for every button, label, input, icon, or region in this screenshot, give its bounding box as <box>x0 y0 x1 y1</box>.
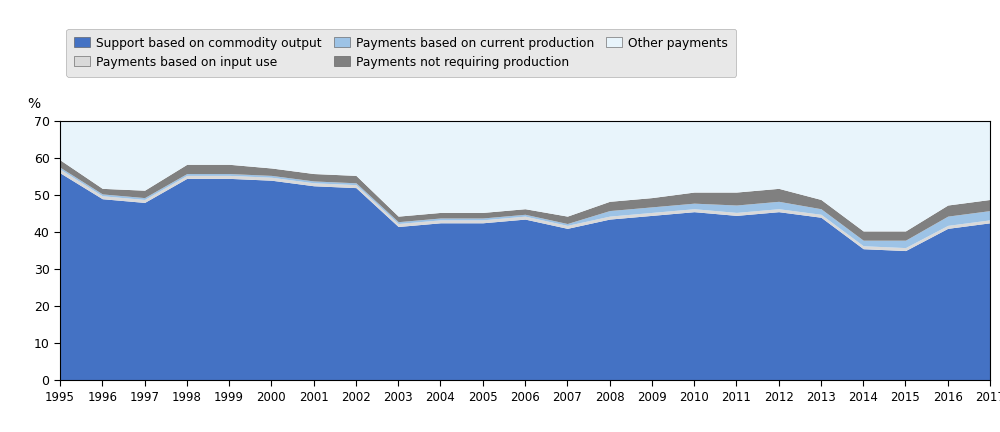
Y-axis label: %: % <box>27 97 41 111</box>
Legend: Support based on commodity output, Payments based on input use, Payments based o: Support based on commodity output, Payme… <box>66 29 736 76</box>
